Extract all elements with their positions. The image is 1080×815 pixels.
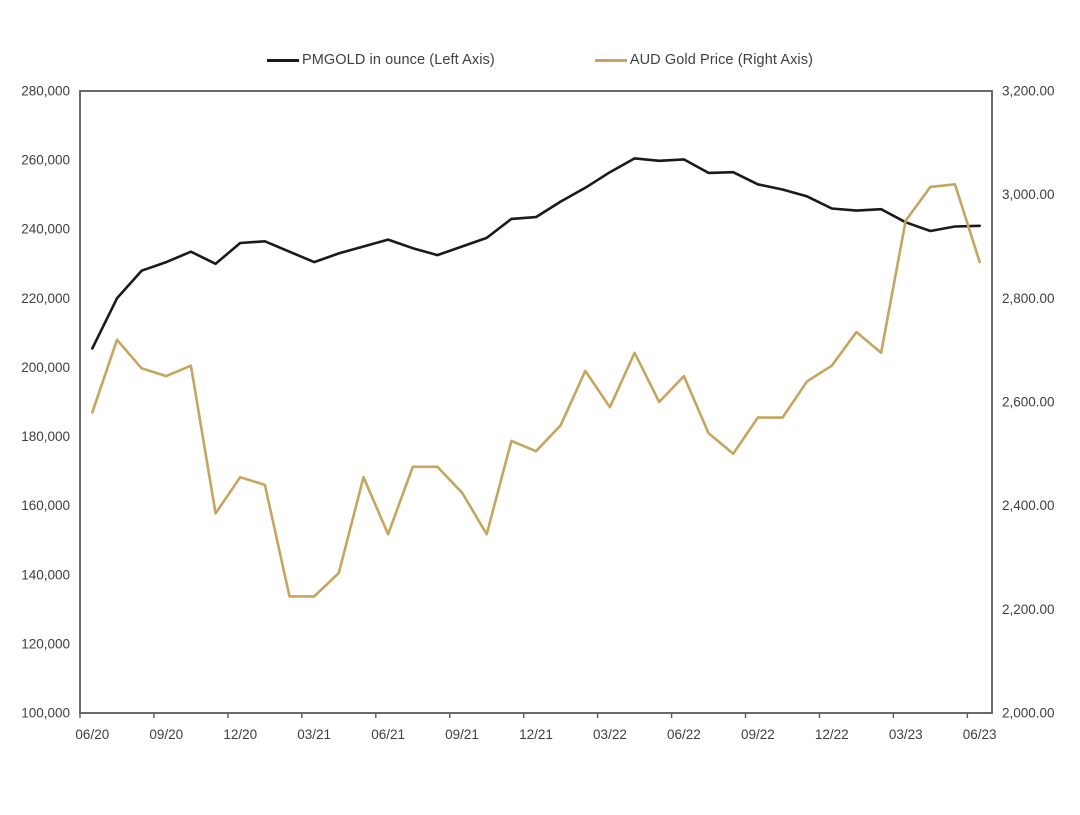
right-axis-label: 3,000.00 <box>1002 187 1055 202</box>
legend-label-aud-gold: AUD Gold Price (Right Axis) <box>629 52 814 68</box>
legend-label-pmgold: PMGOLD in ounce (Left Axis) <box>301 52 495 68</box>
aud-gold-line-swatch <box>594 58 627 62</box>
pmgold-line <box>91 157 982 350</box>
x-axis-label: 12/21 <box>519 727 553 742</box>
left-axis-label: 240,000 <box>21 222 70 237</box>
right-axis-label: 2,800.00 <box>1002 291 1055 306</box>
pmgold-line-swatch <box>266 58 299 62</box>
x-axis-label: 12/20 <box>223 727 257 742</box>
x-axis-label: 09/20 <box>149 727 183 742</box>
right-axis-label: 3,200.00 <box>1002 84 1055 99</box>
left-axis-label: 260,000 <box>21 153 70 168</box>
x-axis-label: 06/21 <box>371 727 405 742</box>
right-axis-label: 2,400.00 <box>1002 498 1055 513</box>
left-axis-label: 200,000 <box>21 360 70 375</box>
left-axis-label: 120,000 <box>21 636 70 651</box>
x-axis-label: 12/22 <box>815 727 849 742</box>
left-axis-label: 180,000 <box>21 429 70 444</box>
right-axis-label: 2,200.00 <box>1002 602 1055 617</box>
legend-item-pmgold: PMGOLD in ounce (Left Axis) <box>266 52 495 68</box>
right-axis-label: 2,600.00 <box>1002 395 1055 410</box>
plot-border <box>79 90 993 714</box>
x-axis-labels: 06/20 09/20 12/20 03/21 06/21 09/21 12/21 03/22… <box>75 727 996 742</box>
left-axis-label: 220,000 <box>21 291 70 306</box>
left-axis-label: 160,000 <box>21 498 70 513</box>
aud-gold-price-line <box>91 183 982 598</box>
chart-legend: PMGOLD in ounce (Left Axis) AUD Gold Pri… <box>0 52 1080 68</box>
right-axis-labels: 3,200.00 3,000.00 2,800.00 2,600.00 2,400.00… <box>1002 84 1055 721</box>
left-axis-label: 100,000 <box>21 706 70 721</box>
x-axis-label: 09/21 <box>445 727 479 742</box>
x-axis-label: 06/20 <box>75 727 109 742</box>
x-axis-label: 03/22 <box>593 727 627 742</box>
x-axis-label: 06/23 <box>963 727 997 742</box>
right-axis-label: 2,000.00 <box>1002 706 1055 721</box>
left-axis-labels: 280,000 260,000 240,000 220,000 200,000 180,0… <box>21 84 70 721</box>
left-axis-label: 140,000 <box>21 567 70 582</box>
x-axis-ticks <box>79 713 969 718</box>
legend-item-aud-gold: AUD Gold Price (Right Axis) <box>594 52 814 68</box>
left-axis-label: 280,000 <box>21 84 70 99</box>
x-axis-label: 03/21 <box>297 727 331 742</box>
x-axis-label: 09/22 <box>741 727 775 742</box>
x-axis-label: 06/22 <box>667 727 701 742</box>
x-axis-label: 03/23 <box>889 727 923 742</box>
